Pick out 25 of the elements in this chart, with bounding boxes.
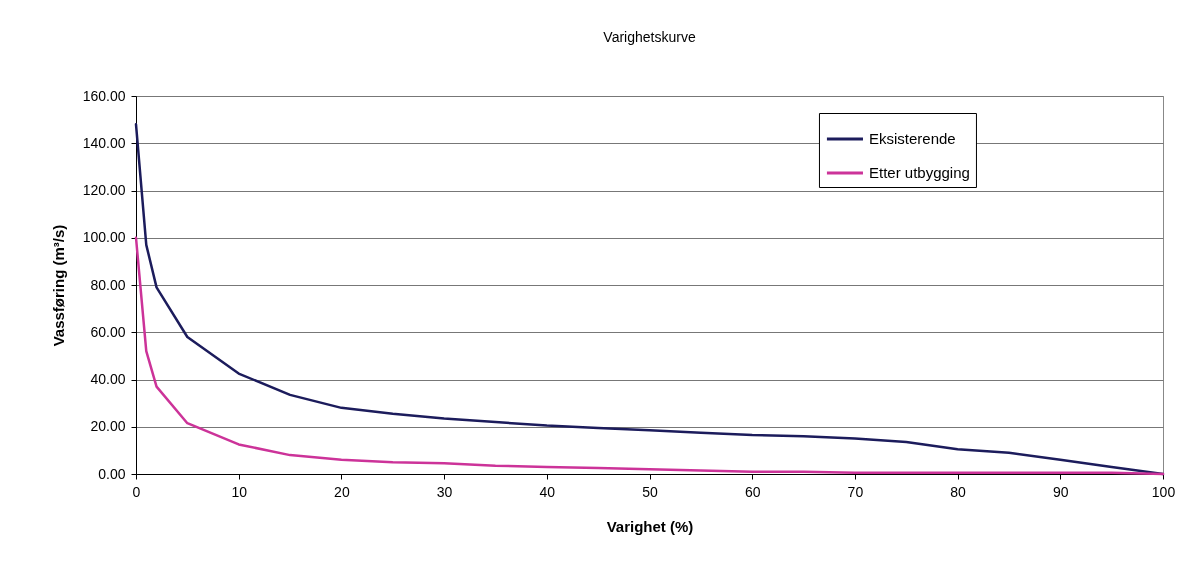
x-tick-label: 50 [642,483,658,500]
chart-title: Varighetskurve [603,29,696,45]
y-tick-label: 160.00 [82,87,126,104]
x-tick-label: 30 [436,483,453,500]
x-tick-label: 10 [231,483,248,500]
x-tick-label: 20 [334,483,350,500]
y-tick-label: 80.00 [90,276,126,293]
y-tick-label: 140.00 [82,134,126,151]
y-tick-label: 0.00 [98,465,126,482]
x-tick-label: 70 [847,483,864,500]
y-tick-label: 20.00 [90,418,126,435]
y-tick-label: 120.00 [82,182,126,198]
x-tick-label: 100 [1151,483,1176,500]
y-axis-title: Vassføring (m³/s) [49,224,67,347]
legend-label: Eksisterende [868,130,956,148]
x-tick-label: 80 [950,483,967,500]
x-tick-label: 60 [744,483,761,500]
y-tick-label: 60.00 [90,323,126,340]
x-axis-title: Varighet (%) [606,517,694,535]
y-tick-label: 40.00 [90,371,126,387]
x-tick-label: 90 [1053,483,1069,500]
legend-label: Etter utbygging [868,164,970,182]
y-tick-label: 100.00 [82,229,126,246]
x-tick-label: 0 [132,483,141,500]
x-tick-label: 40 [539,483,556,500]
